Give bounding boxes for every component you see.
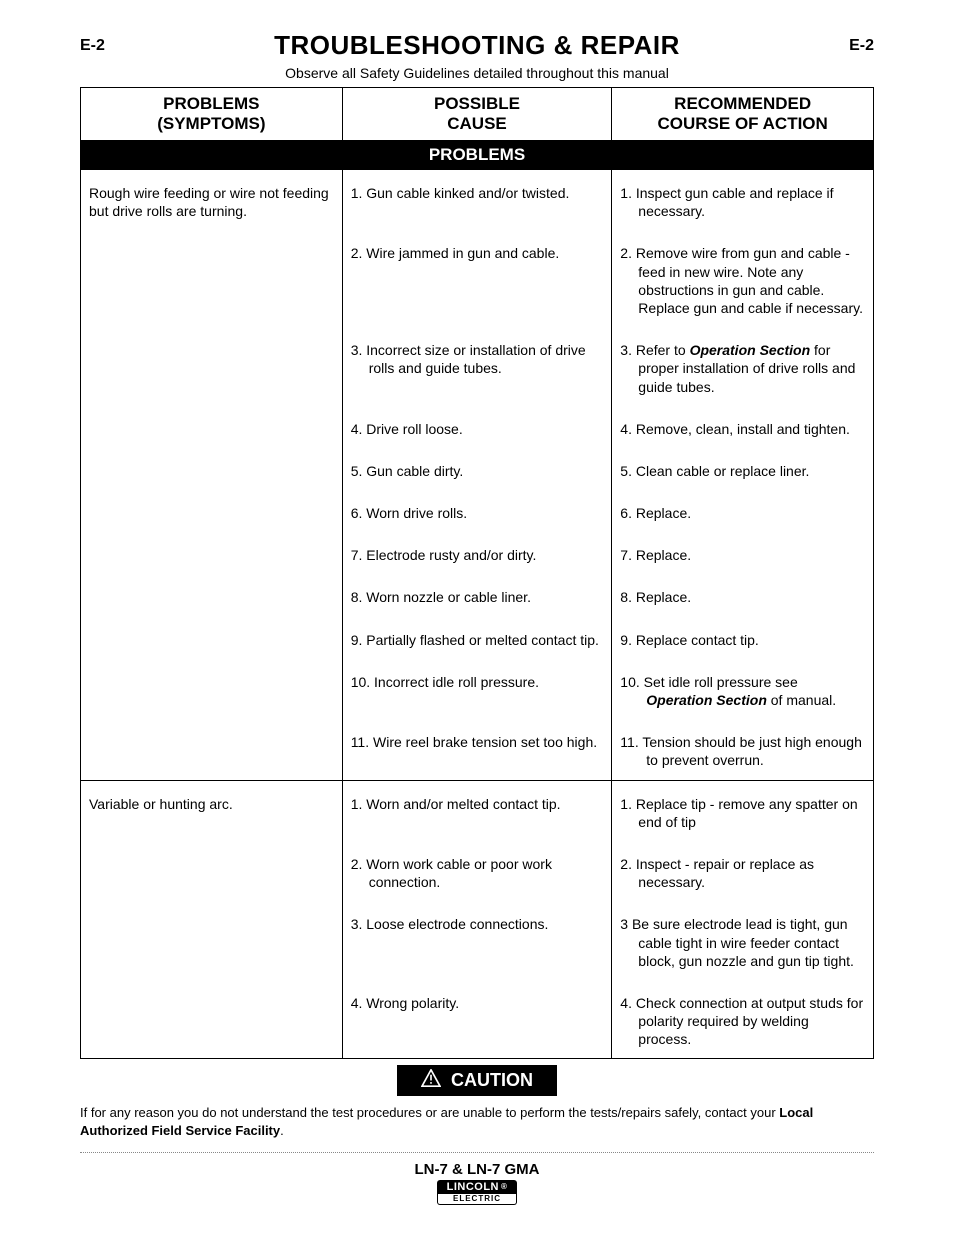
action-cell: 1. Replace tip - remove any spatter on e… <box>612 780 874 841</box>
brand-name: LINCOLN <box>447 1181 499 1193</box>
cause-cell: 2. Worn work cable or poor work connecti… <box>342 841 612 901</box>
col-header-cause-l2: CAUSE <box>347 114 608 134</box>
cause-cell: 8. Worn nozzle or cable liner. <box>342 574 612 616</box>
action-cell: 10. Set idle roll pressure see Operation… <box>612 659 874 719</box>
symptom-cell: Rough wire feeding or wire not feeding b… <box>81 170 343 781</box>
col-header-symptoms-l2: (SYMPTOMS) <box>85 114 338 134</box>
safety-note: Observe all Safety Guidelines detailed t… <box>80 65 874 81</box>
col-header-action-l2: COURSE OF ACTION <box>616 114 869 134</box>
cause-cell: 10. Incorrect idle roll pressure. <box>342 659 612 719</box>
action-cell: 4. Check connection at output studs for … <box>612 980 874 1059</box>
cause-cell: 9. Partially flashed or melted contact t… <box>342 617 612 659</box>
col-header-symptoms-l1: PROBLEMS <box>85 94 338 114</box>
caution-text: If for any reason you do not understand … <box>80 1104 874 1139</box>
action-cell: 4. Remove, clean, install and tighten. <box>612 406 874 448</box>
cause-cell: 1. Worn and/or melted contact tip. <box>342 780 612 841</box>
cause-cell: 3. Loose electrode connections. <box>342 901 612 980</box>
section-band: PROBLEMS <box>81 141 874 170</box>
cause-cell: 2. Wire jammed in gun and cable. <box>342 230 612 327</box>
table-row: Rough wire feeding or wire not feeding b… <box>81 170 874 231</box>
page-title: TROUBLESHOOTING & REPAIR <box>274 30 680 61</box>
action-cell: 5. Clean cable or replace liner. <box>612 448 874 490</box>
cause-cell: 5. Gun cable dirty. <box>342 448 612 490</box>
table-row: Variable or hunting arc.1. Worn and/or m… <box>81 780 874 841</box>
caution-text-pre: If for any reason you do not understand … <box>80 1105 779 1120</box>
cause-cell: 7. Electrode rusty and/or dirty. <box>342 532 612 574</box>
col-header-cause-l1: POSSIBLE <box>347 94 608 114</box>
action-cell: 2. Remove wire from gun and cable - feed… <box>612 230 874 327</box>
page-code-left: E-2 <box>80 37 105 55</box>
cause-cell: 1. Gun cable kinked and/or twisted. <box>342 170 612 231</box>
footer-model: LN-7 & LN-7 GMA <box>80 1161 874 1178</box>
action-cell: 11. Tension should be just high enough t… <box>612 719 874 780</box>
cause-cell: 4. Wrong polarity. <box>342 980 612 1059</box>
cause-cell: 4. Drive roll loose. <box>342 406 612 448</box>
page-header: E-2 TROUBLESHOOTING & REPAIR E-2 <box>80 30 874 61</box>
action-cell: 7. Replace. <box>612 532 874 574</box>
col-header-symptoms: PROBLEMS (SYMPTOMS) <box>81 88 343 141</box>
symptom-cell: Variable or hunting arc. <box>81 780 343 1059</box>
action-cell: 3. Refer to Operation Section for proper… <box>612 327 874 406</box>
troubleshooting-table: PROBLEMS (SYMPTOMS) POSSIBLE CAUSE RECOM… <box>80 87 874 1059</box>
action-cell: 1. Inspect gun cable and replace if nece… <box>612 170 874 231</box>
cause-cell: 3. Incorrect size or installation of dri… <box>342 327 612 406</box>
cause-cell: 6. Worn drive rolls. <box>342 490 612 532</box>
footer-divider <box>80 1152 874 1153</box>
table-body: Rough wire feeding or wire not feeding b… <box>81 170 874 1059</box>
col-header-cause: POSSIBLE CAUSE <box>342 88 612 141</box>
col-header-action: RECOMMENDED COURSE OF ACTION <box>612 88 874 141</box>
registered-icon: ® <box>501 1182 507 1191</box>
page-code-right: E-2 <box>849 37 874 55</box>
brand-logo-top: LINCOLN® <box>437 1180 517 1194</box>
warning-icon <box>421 1069 441 1092</box>
caution-badge: CAUTION <box>397 1065 557 1096</box>
action-cell: 8. Replace. <box>612 574 874 616</box>
brand-logo-bottom: ELECTRIC <box>437 1194 517 1205</box>
brand-logo: LINCOLN® ELECTRIC <box>437 1180 517 1205</box>
action-cell: 9. Replace contact tip. <box>612 617 874 659</box>
caution-text-post: . <box>280 1123 284 1138</box>
page-footer: LN-7 & LN-7 GMA LINCOLN® ELECTRIC <box>80 1161 874 1205</box>
action-cell: 3 Be sure electrode lead is tight, gun c… <box>612 901 874 980</box>
action-cell: 6. Replace. <box>612 490 874 532</box>
cause-cell: 11. Wire reel brake tension set too high… <box>342 719 612 780</box>
caution-label: CAUTION <box>451 1070 533 1091</box>
caution-block: CAUTION <box>80 1065 874 1096</box>
col-header-action-l1: RECOMMENDED <box>616 94 869 114</box>
action-cell: 2. Inspect - repair or replace as necess… <box>612 841 874 901</box>
